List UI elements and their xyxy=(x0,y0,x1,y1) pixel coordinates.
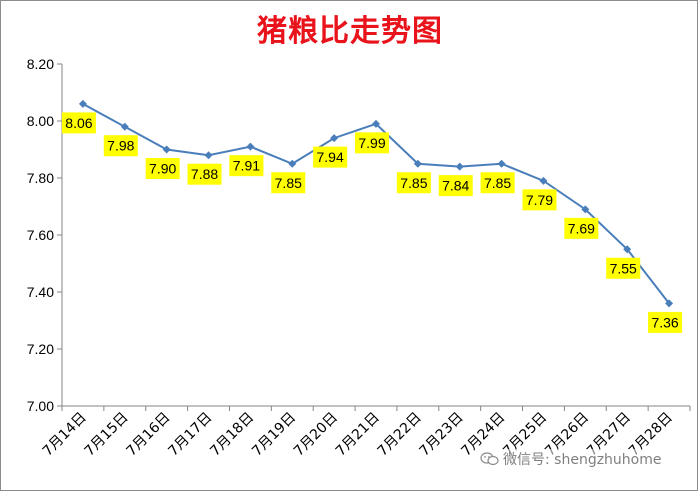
x-tick-label: 7月18日 xyxy=(207,410,257,460)
data-point xyxy=(120,122,129,131)
data-point xyxy=(497,159,506,168)
data-label-box xyxy=(648,311,683,333)
data-point xyxy=(455,162,464,171)
data-label-box xyxy=(480,172,515,194)
data-label: 7.69 xyxy=(568,220,595,236)
data-label-box xyxy=(61,112,96,134)
y-tick-label: 7.00 xyxy=(27,398,54,414)
data-label-box xyxy=(522,189,557,211)
data-label: 7.99 xyxy=(358,135,385,151)
data-point xyxy=(665,299,674,308)
chart-title: 猪粮比走势图 xyxy=(257,14,443,49)
y-tick-label: 8.20 xyxy=(27,56,54,72)
data-label: 7.79 xyxy=(526,192,553,208)
data-label-box xyxy=(103,135,138,157)
data-label: 7.84 xyxy=(442,178,469,194)
x-tick-label: 7月14日 xyxy=(40,410,90,460)
y-tick-label: 7.40 xyxy=(27,284,54,300)
data-point xyxy=(413,159,422,168)
data-point xyxy=(246,142,255,151)
data-point xyxy=(581,205,590,214)
data-label-box xyxy=(187,163,222,185)
x-tick-label: 7月21日 xyxy=(333,410,383,460)
data-labels: 8.06 7.98 7.90 7.88 7.91 7.85 7.94 7.99 7.85 7.84… xyxy=(61,112,683,333)
x-tick-label: 7月16日 xyxy=(123,410,173,460)
data-label: 7.85 xyxy=(275,175,302,191)
y-tick-label: 7.20 xyxy=(27,341,54,357)
data-label-box xyxy=(438,175,473,197)
data-label: 7.94 xyxy=(317,149,344,165)
data-label: 7.88 xyxy=(191,166,218,182)
watermark-text: 微信号: shengzhuhome xyxy=(503,452,662,468)
data-label-box xyxy=(229,155,264,177)
data-point xyxy=(539,176,548,185)
wechat-icon xyxy=(480,452,500,466)
data-point xyxy=(330,134,339,143)
x-tick-label: 7月22日 xyxy=(375,410,425,460)
data-label: 7.85 xyxy=(484,175,511,191)
data-point xyxy=(623,245,632,254)
data-label: 7.98 xyxy=(107,138,134,154)
data-label-box xyxy=(396,172,431,194)
data-label-box xyxy=(145,158,180,179)
data-label: 7.90 xyxy=(149,161,176,177)
data-label: 7.91 xyxy=(233,158,260,174)
data-label: 7.55 xyxy=(610,260,637,276)
y-tick-label: 8.00 xyxy=(27,113,54,129)
x-tick-label: 7月17日 xyxy=(165,410,215,460)
data-point xyxy=(288,159,297,168)
data-label-box xyxy=(564,217,599,239)
data-point xyxy=(204,151,213,160)
data-label-box xyxy=(271,172,306,194)
x-tick-label: 7月20日 xyxy=(291,410,341,460)
data-point xyxy=(162,145,171,154)
data-point xyxy=(372,119,380,128)
y-tick-label: 7.60 xyxy=(27,227,54,243)
data-label: 7.36 xyxy=(651,314,678,330)
y-tick-label: 7.80 xyxy=(27,170,54,186)
watermark: 微信号: shengzhuhome xyxy=(478,449,664,469)
data-label-box xyxy=(313,146,348,168)
x-tick-label: 7月19日 xyxy=(249,410,299,460)
series-line xyxy=(78,99,674,308)
data-label-box xyxy=(606,257,641,279)
axes: 7.007.207.407.607.808.008.207月14日7月15日7月… xyxy=(27,56,691,460)
data-label: 7.85 xyxy=(400,175,427,191)
data-label: 8.06 xyxy=(65,115,92,131)
data-point xyxy=(78,99,87,108)
data-label-box xyxy=(355,132,389,154)
x-tick-label: 7月15日 xyxy=(82,410,132,460)
x-tick-label: 7月23日 xyxy=(417,410,467,460)
